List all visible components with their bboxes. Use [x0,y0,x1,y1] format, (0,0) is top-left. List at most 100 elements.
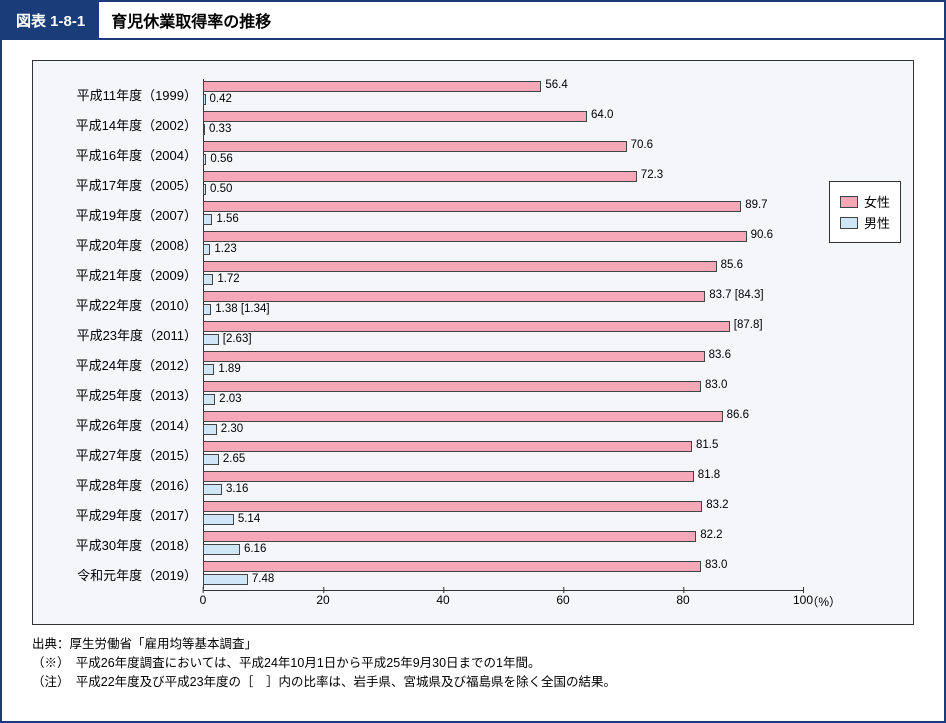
bar-group: 83.7 [84.3]1.38 [1.34] [203,289,803,319]
footnote-remark: （※） 平成26年度調査においては、平成24年10月1日から平成25年9月30日… [32,654,914,673]
bar-group: 70.60.56 [203,139,803,169]
value-label-female: 64.0 [591,109,613,121]
chart-row: 平成25年度（2013）83.02.03 [43,379,803,409]
y-category-label: 平成22年度（2010） [43,295,203,314]
value-label-male: 1.56 [216,213,238,225]
chart-row: 平成19年度（2007） 89.7 1.56 [43,199,803,229]
bar-female [203,261,717,272]
bar-female [203,441,692,452]
legend-label-female: 女性 [864,192,890,211]
value-label-female: 72.3 [641,169,663,181]
x-tick: 80 [676,593,689,607]
bar-female [203,231,747,242]
y-category-label: 令和元年度（2019） [43,565,203,584]
value-label-male: 1.23 [214,243,236,255]
chart-row: 平成17年度（2005） 72.3 0.50 [43,169,803,199]
value-label-female: 89.7 [745,199,767,211]
bar-male [203,214,212,225]
value-label-female: 70.6 [631,139,653,151]
y-category-label: 平成25年度（2013） [43,385,203,404]
y-category-label: 平成23年度（2011） [43,325,203,344]
value-label-female: 56.4 [545,79,567,91]
title-bar: 図表 1-8-1 育児休業取得率の推移 [2,2,944,40]
bar-female [203,351,705,362]
bar-male [203,94,206,105]
y-category-label: 平成16年度（2004） [43,145,203,164]
bar-female [203,111,587,122]
bar-group: [87.8][2.63] [203,319,803,349]
bar-male [203,304,211,315]
bar-group: 82.2 6.16 [203,529,803,559]
chart-row: 平成27年度（2015） 81.5 2.65 [43,439,803,469]
value-label-female: 82.2 [700,529,722,541]
y-category-label: 平成17年度（2005） [43,175,203,194]
legend: 女性 男性 [829,181,901,243]
value-label-male: 5.14 [238,513,260,525]
bar-group: 83.2 5.14 [203,499,803,529]
bar-female [203,381,701,392]
bar-male [203,124,205,135]
bar-female [203,291,705,302]
x-tick: 60 [556,593,569,607]
value-label-male: 0.50 [210,183,232,195]
value-label-male: 3.16 [226,483,248,495]
value-label-male: 1.38 [1.34] [215,303,269,315]
value-label-male: 6.16 [244,543,266,555]
bar-group: 64.00.33 [203,109,803,139]
bar-group: 83.61.89 [203,349,803,379]
footnote-source: 出典：厚生労働省「雇用均等基本調査」 [32,635,914,654]
value-label-female: 83.2 [706,499,728,511]
bar-male [203,574,248,585]
chart-row: 平成30年度（2018）82.26.16 [43,529,803,559]
figure-title: 育児休業取得率の推移 [99,2,283,38]
x-axis: 020406080100 [203,590,803,610]
chart-row: 平成26年度（2014）86.62.30 [43,409,803,439]
value-label-female: 83.0 [705,559,727,571]
bar-male [203,334,219,345]
x-tick: 20 [316,593,329,607]
value-label-male: 2.03 [219,393,241,405]
value-label-male: 2.30 [221,423,243,435]
bar-female [203,81,541,92]
figure-number: 図表 1-8-1 [2,2,99,38]
footnotes: 出典：厚生労働省「雇用均等基本調査」 （※） 平成26年度調査においては、平成2… [32,635,914,691]
bar-group: 81.5 2.65 [203,439,803,469]
bar-group: 56.4 0.42 [203,79,803,109]
bar-female [203,501,702,512]
bar-male [203,394,215,405]
x-tick: 0 [200,593,207,607]
x-tick: 40 [436,593,449,607]
chart-row: 平成24年度（2012）83.61.89 [43,349,803,379]
chart-row: 平成29年度（2017）83.25.14 [43,499,803,529]
y-category-label: 平成24年度（2012） [43,355,203,374]
value-label-male: 2.65 [223,453,245,465]
bar-group: 72.3 0.50 [203,169,803,199]
bar-female [203,321,730,332]
value-label-female: [87.8] [734,319,763,331]
bar-male [203,514,234,525]
chart-row: 平成21年度（2009）85.61.72 [43,259,803,289]
legend-swatch-male [840,217,858,229]
value-label-female: 81.5 [696,439,718,451]
bar-male [203,244,210,255]
chart-row: 平成16年度（2004）70.60.56 [43,139,803,169]
bar-group: 81.83.16 [203,469,803,499]
y-category-label: 平成27年度（2015） [43,445,203,464]
bar-female [203,471,694,482]
bar-male [203,454,219,465]
footnote-note: （注） 平成22年度及び平成23年度の［ ］内の比率は、岩手県、宮城県及び福島県… [32,673,914,692]
bar-male [203,484,222,495]
chart-row: 平成23年度（2011）[87.8][2.63] [43,319,803,349]
value-label-male: 0.42 [210,93,232,105]
x-axis-unit: （%） [806,593,841,610]
value-label-female: 85.6 [721,259,743,271]
y-category-label: 平成19年度（2007） [43,205,203,224]
bar-group: 85.61.72 [203,259,803,289]
bar-female [203,171,637,182]
chart-row: 平成28年度（2016）81.83.16 [43,469,803,499]
legend-item-female: 女性 [840,192,890,211]
chart-row: 平成14年度（2002）64.00.33 [43,109,803,139]
y-category-label: 平成26年度（2014） [43,415,203,434]
plot-area: 平成11年度（1999）56.40.42平成14年度（2002）64.00.33… [43,79,803,589]
y-category-label: 平成20年度（2008） [43,235,203,254]
